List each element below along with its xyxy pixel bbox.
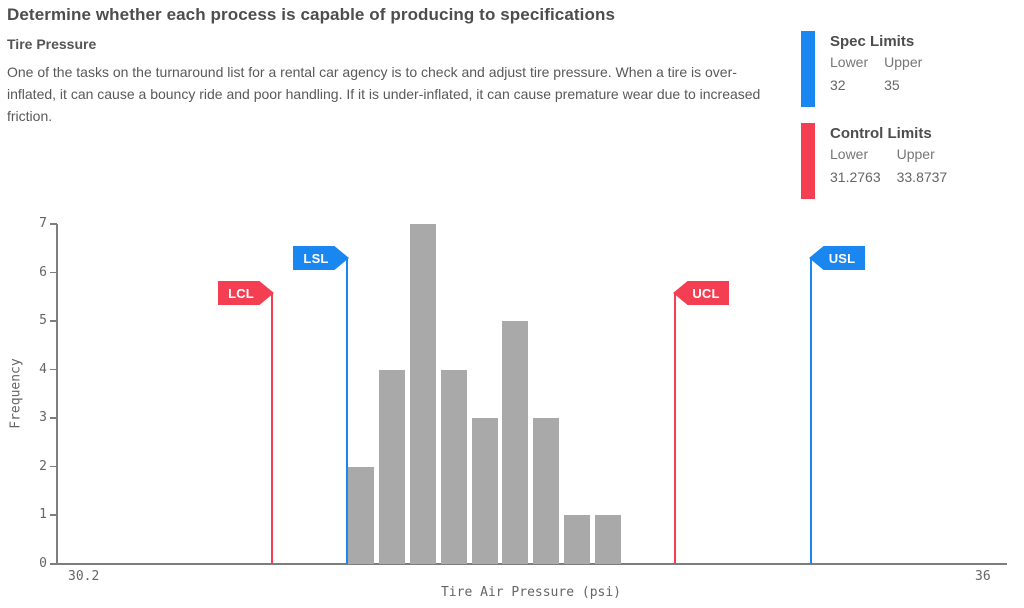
y-tick-mark: [50, 417, 57, 419]
x-axis-title: Tire Air Pressure (psi): [440, 585, 621, 600]
limits-legend: Spec Limits Lower Upper 32 35 Control Li…: [801, 30, 1016, 214]
y-tick-label: 2: [39, 458, 47, 474]
histogram-bar: [502, 321, 529, 564]
control-upper-value: 33.8737: [896, 169, 948, 185]
x-tick-label-min: 30.2: [68, 569, 100, 584]
spec-limits-title: Spec Limits: [830, 33, 915, 50]
x-tick-label-max: 36: [975, 569, 991, 584]
page-subtitle: Tire Pressure: [7, 36, 97, 52]
y-tick-mark: [50, 563, 57, 565]
x-axis-line: [56, 563, 1007, 565]
y-tick-mark: [50, 271, 57, 274]
histogram-bar: [595, 515, 621, 564]
control-limits-title: Control Limits: [830, 125, 932, 142]
page-title: Determine whether each process is capabl…: [7, 5, 616, 24]
spec-lower-header: Lower: [830, 54, 869, 70]
y-tick-label: 5: [39, 313, 47, 329]
histogram-bar: [440, 369, 467, 564]
control-limits-group: Control Limits Lower Upper 31.2763 33.87…: [801, 122, 1016, 199]
y-axis-line: [56, 224, 58, 565]
page-description: One of the tasks on the turnaround list …: [7, 64, 761, 124]
control-limits-table: Lower Upper 31.2763 33.8737: [830, 143, 963, 189]
spec-limits-swatch: [801, 31, 815, 107]
control-upper-header: Upper: [896, 146, 935, 162]
spec-limits-table: Lower Upper 32 35: [830, 51, 938, 97]
y-tick-label: 6: [39, 264, 47, 280]
histogram-bar: [533, 418, 560, 564]
y-tick-label: 1: [39, 507, 47, 523]
lsl-line: [346, 257, 348, 564]
spec-limits-group: Spec Limits Lower Upper 32 35: [801, 30, 1016, 107]
histogram-bar: [409, 224, 436, 564]
control-lower-value: 31.2763: [830, 169, 881, 185]
lcl-flag: LCL: [218, 281, 274, 305]
spec-lower-value: 32: [830, 77, 846, 93]
y-axis-title: Frequency: [8, 358, 24, 429]
histogram-bar: [471, 418, 498, 564]
y-tick-mark: [50, 514, 57, 517]
control-limits-swatch: [801, 123, 815, 199]
y-tick-label: 7: [39, 216, 47, 231]
y-tick-mark: [50, 320, 57, 322]
lcl-line: [271, 292, 273, 564]
ucl-line: [674, 292, 676, 564]
ucl-flag: UCL: [673, 281, 729, 305]
spec-upper-header: Upper: [884, 54, 923, 70]
lsl-flag: LSL: [293, 246, 349, 270]
usl-flag: USL: [809, 246, 865, 270]
y-tick-mark: [50, 223, 57, 225]
histogram-bar: [348, 466, 374, 564]
control-lower-header: Lower: [830, 146, 869, 162]
histogram-bar: [564, 515, 591, 564]
y-tick-label: 4: [39, 361, 47, 377]
histogram-bar: [378, 369, 405, 564]
usl-line: [810, 257, 812, 564]
spec-upper-value: 35: [884, 77, 900, 93]
y-tick-mark: [50, 465, 57, 468]
y-tick-label: 0: [39, 556, 47, 571]
y-tick-mark: [50, 368, 57, 371]
y-tick-label: 3: [39, 410, 47, 426]
